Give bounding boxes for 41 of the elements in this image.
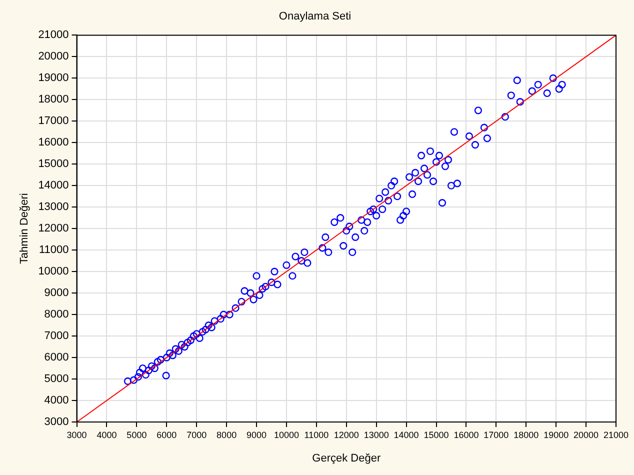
x-tick-label: 11000 — [304, 430, 329, 440]
y-tick-label: 3000 — [44, 416, 69, 428]
chart-title: Onaylama Seti — [278, 10, 352, 23]
x-tick-label: 5000 — [126, 430, 147, 440]
x-tick-label: 3000 — [66, 430, 87, 440]
y-tick-label: 10000 — [38, 266, 69, 278]
x-tick-label: 15000 — [424, 430, 449, 440]
y-tick-label: 6000 — [44, 352, 69, 364]
x-tick-label: 12000 — [334, 430, 359, 440]
x-tick-label: 21000 — [603, 430, 629, 440]
x-tick-label: 6000 — [156, 430, 177, 440]
x-tick-label: 7000 — [186, 430, 207, 440]
x-tick-label: 14000 — [394, 430, 419, 440]
y-tick-label: 4000 — [44, 394, 69, 407]
x-tick-label: 20000 — [574, 430, 599, 440]
x-tick-label: 16000 — [454, 430, 479, 440]
y-tick-label: 16000 — [38, 136, 69, 149]
y-tick-label: 19000 — [38, 72, 69, 84]
x-tick-label: 17000 — [484, 430, 509, 440]
y-tick-label: 20000 — [38, 50, 69, 63]
y-tick-label: 11000 — [39, 244, 69, 256]
x-tick-label: 4000 — [96, 430, 117, 440]
y-tick-label: 5000 — [44, 373, 69, 386]
y-axis-title: Tahmin Değeri — [18, 193, 31, 264]
x-tick-label: 19000 — [544, 430, 569, 440]
x-tick-label: 9000 — [246, 430, 267, 440]
y-tick-label: 13000 — [38, 201, 69, 214]
y-tick-label: 17000 — [38, 115, 69, 128]
y-tick-label: 15000 — [38, 158, 69, 170]
x-tick-label: 13000 — [364, 430, 389, 440]
y-tick-label: 18000 — [38, 94, 69, 106]
x-tick-label: 18000 — [514, 430, 539, 440]
y-tick-label: 7000 — [44, 330, 69, 342]
y-tick-label: 14000 — [38, 180, 69, 192]
x-tick-label: 8000 — [216, 430, 237, 440]
x-tick-label: 10000 — [274, 430, 299, 440]
y-tick-label: 12000 — [38, 222, 69, 235]
y-tick-label: 9000 — [44, 287, 69, 300]
y-tick-label: 21000 — [38, 29, 69, 42]
y-tick-label: 8000 — [44, 308, 69, 321]
x-axis-title: Gerçek Değer — [312, 452, 381, 464]
